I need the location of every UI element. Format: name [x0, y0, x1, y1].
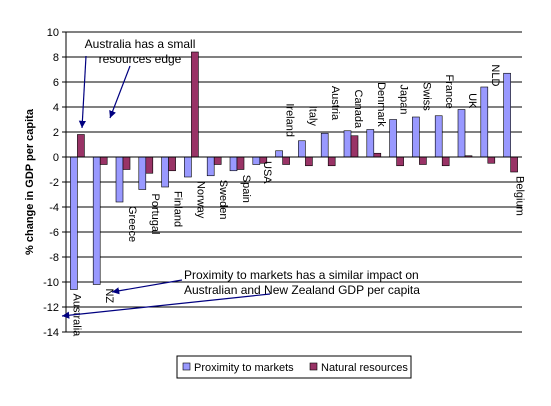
- bar-proximity-uk: [457, 109, 466, 158]
- bar-proximity-ireland: [275, 150, 283, 158]
- y-tick-label: -2: [49, 177, 59, 189]
- bar-proximity-nld: [480, 86, 489, 158]
- bar-proximity-sweden: [206, 156, 215, 177]
- bar-proximity-nz: [92, 156, 101, 285]
- category-label-nld: NLD: [489, 64, 501, 86]
- category-label-australia: Australia: [70, 294, 82, 338]
- category-labels: Australia NZ Greece Portugal Finland Norway Sw…: [70, 64, 525, 337]
- y-tick-label: -4: [49, 202, 59, 214]
- bar-proximity-swiss: [412, 116, 420, 158]
- category-label-portugal: Portugal: [149, 194, 161, 235]
- category-label-swiss: Swiss: [420, 82, 432, 111]
- y-tick-label: 4: [53, 102, 59, 114]
- y-tick-label: -12: [43, 302, 59, 314]
- legend: Proximity to markets Natural resources: [176, 355, 412, 379]
- bar-proximity-belgium: [503, 72, 511, 158]
- y-tick-label: 0: [53, 152, 59, 164]
- legend-label: Natural resources: [321, 362, 408, 374]
- annotation-arrow: [78, 55, 87, 129]
- annotation-proximity-line: Australian and New Zealand GDP per capit…: [184, 283, 420, 297]
- bar-proximity-norway: [184, 156, 192, 178]
- category-label-italy: Italy: [306, 106, 318, 127]
- legend-swatch: [309, 362, 318, 371]
- bar-resources-ireland: [282, 156, 290, 165]
- bar-resources-japan: [396, 156, 404, 167]
- category-label-austria: Austria: [329, 86, 341, 121]
- y-tick-label: 8: [53, 52, 59, 64]
- bar-proximity-japan: [389, 119, 397, 158]
- bar-proximity-usa: [252, 156, 261, 165]
- bar-proximity-austria: [320, 132, 329, 158]
- legend-label: Proximity to markets: [194, 362, 294, 374]
- bar-resources-italy: [305, 156, 313, 167]
- category-label-norway: Norway: [194, 181, 206, 219]
- annotation-resources-line: Australia has a small: [85, 37, 196, 51]
- category-label-denmark: Denmark: [375, 82, 387, 127]
- annotation-arrow: [111, 279, 183, 295]
- bar-resources-nz: [99, 156, 108, 165]
- category-label-nz: NZ: [103, 289, 115, 304]
- annotation-proximity-line: Proximity to markets has a similar impac…: [184, 268, 419, 282]
- bar-resources-canada: [350, 135, 359, 158]
- bar-proximity-finland: [161, 156, 169, 188]
- bar-proximity-australia: [70, 156, 78, 290]
- annotation-resources-line: resources edge: [99, 52, 182, 66]
- category-label-finland: Finland: [172, 191, 184, 227]
- bar-resources-spain: [236, 156, 245, 170]
- bar-resources-portugal: [145, 156, 154, 174]
- bar-resources-finland: [168, 156, 176, 172]
- y-tick-label: -14: [43, 327, 59, 339]
- bar-resources-belgium: [510, 156, 518, 173]
- bar-resources-france: [441, 156, 450, 167]
- category-label-uk: UK: [466, 93, 478, 109]
- legend-swatch: [182, 362, 191, 371]
- bar-resources-sweden: [213, 156, 222, 165]
- y-axis-label: % change in GDP per capita: [24, 108, 36, 255]
- bar-resources-greece: [122, 156, 131, 170]
- bar-proximity-denmark: [366, 129, 375, 158]
- bar-resources-norway: [191, 51, 199, 158]
- bar-proximity-spain: [229, 156, 238, 172]
- bar-proximity-greece: [115, 156, 124, 203]
- annotation-arrow: [61, 293, 271, 319]
- bar-proximity-canada: [343, 130, 352, 158]
- category-label-greece: Greece: [126, 206, 138, 242]
- category-label-usa: USA: [261, 161, 273, 184]
- category-label-ireland: Ireland: [284, 103, 296, 137]
- y-tick-labels: -14 -12 -10 -8 -6 -4 -2 0 2 4 6 8 10: [43, 27, 66, 339]
- bar-proximity-italy: [298, 140, 306, 158]
- category-label-canada: Canada: [352, 90, 364, 129]
- y-tick-label: 2: [53, 127, 59, 139]
- y-tick-label: 10: [47, 27, 59, 39]
- bar-proximity-portugal: [138, 156, 147, 190]
- category-label-japan: Japan: [398, 85, 410, 115]
- category-label-sweden: Sweden: [217, 180, 229, 220]
- y-tick-label: -8: [49, 252, 59, 264]
- bar-resources-austria: [327, 156, 336, 167]
- legend-box: [176, 355, 412, 379]
- y-tick-label: -6: [49, 227, 59, 239]
- bar-resources-denmark: [373, 152, 382, 158]
- y-tick-label: -10: [43, 277, 59, 289]
- category-label-france: France: [443, 75, 455, 109]
- gridlines: [66, 31, 522, 333]
- category-label-belgium: Belgium: [514, 176, 526, 216]
- bar-proximity-france: [434, 115, 443, 158]
- bar-resources-swiss: [419, 156, 427, 165]
- y-tick-label: 6: [53, 77, 59, 89]
- category-label-spain: Spain: [240, 175, 252, 203]
- bar-resources-australia: [77, 134, 85, 158]
- bar-resources-nld: [487, 156, 496, 164]
- annotation-arrow: [109, 65, 131, 119]
